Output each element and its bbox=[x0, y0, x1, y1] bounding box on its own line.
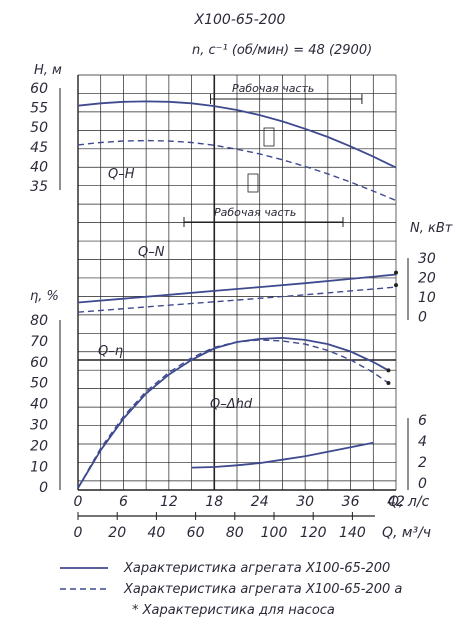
labels: 0 6 12 18 24 30 36 42Q, л/с0 20 40 60 80 100 120 140 Q,… bbox=[30, 12, 453, 618]
x-tick-label-qls: 30 bbox=[296, 494, 314, 510]
power-axis-label: N, кВт bbox=[410, 221, 453, 236]
hatch-upper bbox=[263, 127, 275, 147]
npsh-tick-label: 4 bbox=[418, 434, 427, 450]
legend-entry: Характеристика агрегата Х100-65-200 bbox=[123, 561, 390, 576]
chart-title: Х100-65-200 bbox=[194, 12, 286, 28]
curve-label-qdh: Q–Δhd bbox=[210, 397, 253, 412]
x-tick-label-qls: 18 bbox=[205, 494, 223, 510]
x-tick-label-qm3h: 140 bbox=[339, 525, 366, 541]
x-tick-label-qls: 6 bbox=[119, 494, 128, 510]
series-qh-dashed bbox=[77, 139, 397, 202]
speed-label: n, с⁻¹ (об/мин) = 48 (2900) bbox=[192, 43, 372, 58]
x-axis-label-qm3h: Q, м³/ч bbox=[382, 525, 431, 541]
x-tick-label-qm3h: 80 bbox=[226, 525, 244, 541]
x-tick-label-qm3h: 0 bbox=[74, 525, 83, 541]
eta-tick-label: 60 bbox=[30, 355, 48, 371]
npsh-tick-label: 0 bbox=[418, 476, 427, 492]
eta-tick-label: 70 bbox=[30, 334, 48, 350]
head-tick-label: 40 bbox=[30, 159, 48, 175]
eta-tick-label: 20 bbox=[30, 438, 48, 454]
x-tick-label-qls: 24 bbox=[251, 494, 269, 510]
pump-point bbox=[394, 283, 398, 288]
curve-label-qeta: Q–η bbox=[98, 344, 123, 359]
eta-tick-label: 50 bbox=[30, 376, 48, 392]
x-tick-label-qls: 12 bbox=[160, 494, 178, 510]
hatch-lower bbox=[247, 173, 259, 193]
power-tick-label: 0 bbox=[418, 310, 427, 326]
x-tick-label-qm3h: 120 bbox=[300, 525, 327, 541]
series-qn-dashed bbox=[77, 286, 397, 313]
x-tick-label-qls: 36 bbox=[342, 494, 360, 510]
x-tick-label-qm3h: 100 bbox=[261, 525, 288, 541]
legend-entry: Характеристика агрегата Х100-65-200 а bbox=[123, 582, 402, 597]
head-tick-label: 45 bbox=[30, 140, 48, 156]
power-tick-label: 30 bbox=[418, 251, 436, 267]
series-qn-solid bbox=[77, 273, 397, 304]
x-tick-label-qls: 42 bbox=[387, 494, 405, 510]
series-q-dashed bbox=[77, 339, 389, 489]
npsh-tick-label: 2 bbox=[418, 455, 427, 471]
head-tick-label: 35 bbox=[30, 179, 48, 195]
series-qhd-solid bbox=[191, 441, 374, 469]
power-tick-label: 10 bbox=[418, 290, 436, 306]
head-axis-label: H, м bbox=[34, 63, 62, 78]
x-tick-label-qm3h: 40 bbox=[147, 525, 165, 541]
curve-label-qn: Q–N bbox=[138, 245, 165, 260]
working-zone-label-upper: Рабочая часть bbox=[232, 82, 314, 95]
head-tick-label: 55 bbox=[30, 101, 48, 117]
legend-entry: * Характеристика для насоса bbox=[132, 603, 335, 618]
series-qh-solid bbox=[77, 100, 397, 169]
pump-point bbox=[386, 381, 391, 385]
eta-tick-label: 0 bbox=[39, 480, 48, 496]
x-tick-label-qm3h: 20 bbox=[108, 525, 126, 541]
x-tick-label-qm3h: 60 bbox=[187, 525, 205, 541]
x-axis-label-qls: Q, л/с bbox=[388, 494, 430, 510]
working-zone-label-lower: Рабочая часть bbox=[214, 206, 296, 219]
pump-point bbox=[386, 368, 391, 373]
pump-point bbox=[394, 270, 398, 275]
npsh-tick-label: 6 bbox=[418, 413, 427, 429]
x-tick-label-qls: 0 bbox=[74, 494, 83, 510]
head-tick-label: 50 bbox=[30, 120, 48, 136]
head-tick-label: 60 bbox=[30, 81, 48, 97]
grid bbox=[59, 74, 409, 520]
eta-tick-label: 30 bbox=[30, 418, 48, 434]
eta-axis-label: η, % bbox=[30, 289, 59, 304]
curve-label-qh: Q–H bbox=[108, 167, 135, 182]
eta-tick-label: 80 bbox=[30, 313, 48, 329]
power-tick-label: 20 bbox=[418, 271, 436, 287]
curves bbox=[60, 94, 398, 590]
eta-tick-label: 10 bbox=[30, 459, 48, 475]
eta-tick-label: 40 bbox=[30, 397, 48, 413]
